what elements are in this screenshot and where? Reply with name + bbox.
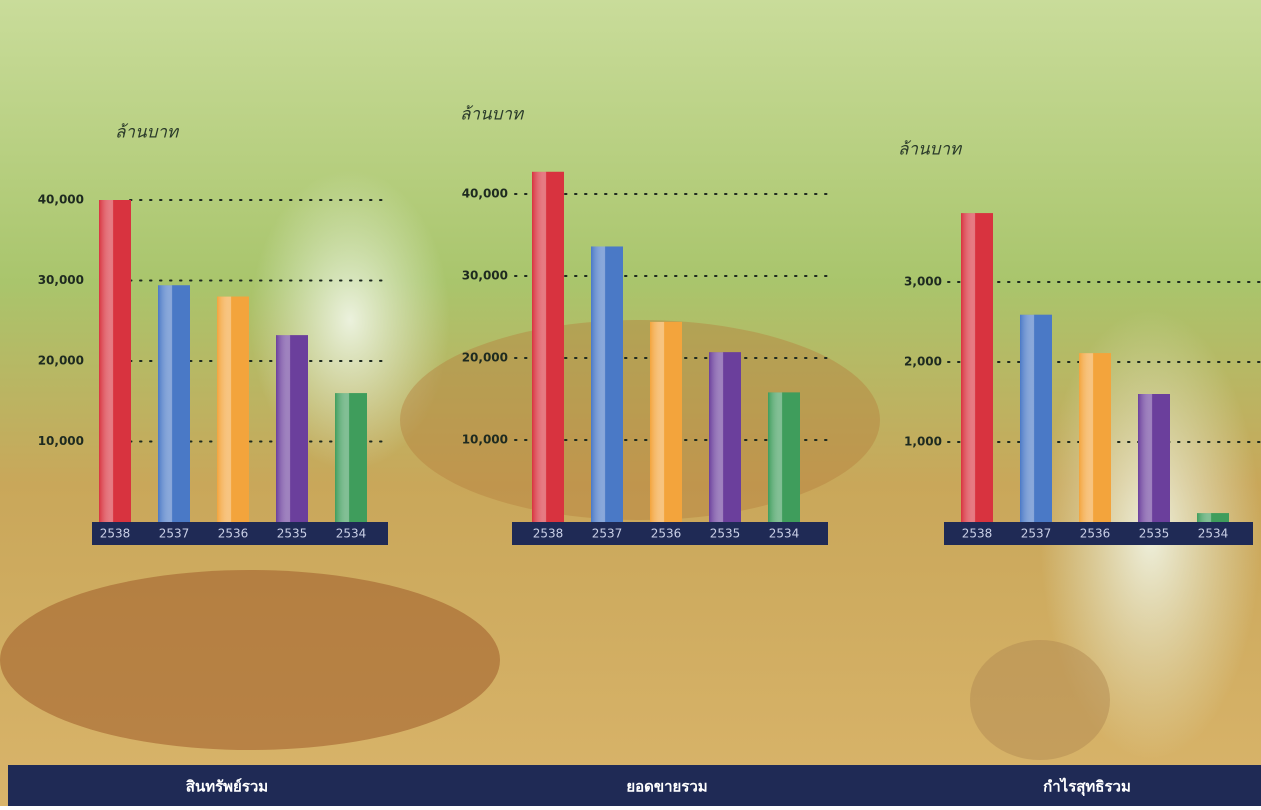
rock: [970, 640, 1110, 760]
bar: [217, 297, 249, 522]
y-axis-label: ล้านบาท: [460, 105, 525, 125]
x-tick-label: 2538: [533, 527, 564, 541]
x-tick-label: 2534: [336, 527, 367, 541]
y-tick-label: 40,000: [462, 187, 508, 201]
y-tick-label: 10,000: [462, 433, 508, 447]
rock: [0, 570, 500, 750]
x-tick-label: 2534: [1198, 527, 1229, 541]
bar: [650, 322, 682, 522]
bar: [1079, 353, 1111, 522]
bar: [768, 392, 800, 522]
y-tick-label: 30,000: [38, 273, 84, 287]
y-axis-label: ล้านบาท: [115, 123, 180, 143]
bar: [1197, 513, 1229, 522]
x-tick-label: 2534: [769, 527, 800, 541]
y-tick-label: 40,000: [38, 193, 84, 207]
x-tick-label: 2537: [592, 527, 623, 541]
y-tick-label: 20,000: [38, 354, 84, 368]
chart-title: ยอดขายรวม: [626, 778, 707, 796]
x-tick-label: 2537: [1021, 527, 1052, 541]
x-tick-label: 2535: [1139, 527, 1170, 541]
chart-title: กำไรสุทธิรวม: [1043, 777, 1131, 797]
y-axis-label: ล้านบาท: [898, 140, 963, 160]
x-tick-label: 2535: [277, 527, 308, 541]
bar: [1020, 315, 1052, 522]
bar: [961, 213, 993, 522]
bar: [276, 335, 308, 522]
bar: [591, 246, 623, 522]
y-tick-label: 3,000: [904, 275, 942, 289]
y-tick-label: 10,000: [38, 434, 84, 448]
bar: [532, 172, 564, 522]
bar: [158, 285, 190, 522]
y-tick-label: 30,000: [462, 269, 508, 283]
x-tick-label: 2537: [159, 527, 190, 541]
x-tick-label: 2536: [651, 527, 682, 541]
x-tick-label: 2536: [1080, 527, 1111, 541]
y-tick-label: 20,000: [462, 351, 508, 365]
x-tick-label: 2536: [218, 527, 249, 541]
x-tick-label: 2538: [100, 527, 131, 541]
bar: [99, 200, 131, 522]
x-tick-label: 2535: [710, 527, 741, 541]
bar: [709, 352, 741, 522]
chart: ล้านบาท 10,000 20,000 30,000 40,000 2538 2537 2…: [0, 0, 1261, 806]
x-tick-label: 2538: [962, 527, 993, 541]
page: ล้านบาท 10,000 20,000 30,000 40,000 2538 2537 2…: [0, 0, 1261, 806]
bar: [335, 393, 367, 522]
bar: [1138, 394, 1170, 522]
y-tick-label: 2,000: [904, 355, 942, 369]
chart-title: สินทรัพย์รวม: [186, 778, 268, 796]
y-tick-label: 1,000: [904, 435, 942, 449]
